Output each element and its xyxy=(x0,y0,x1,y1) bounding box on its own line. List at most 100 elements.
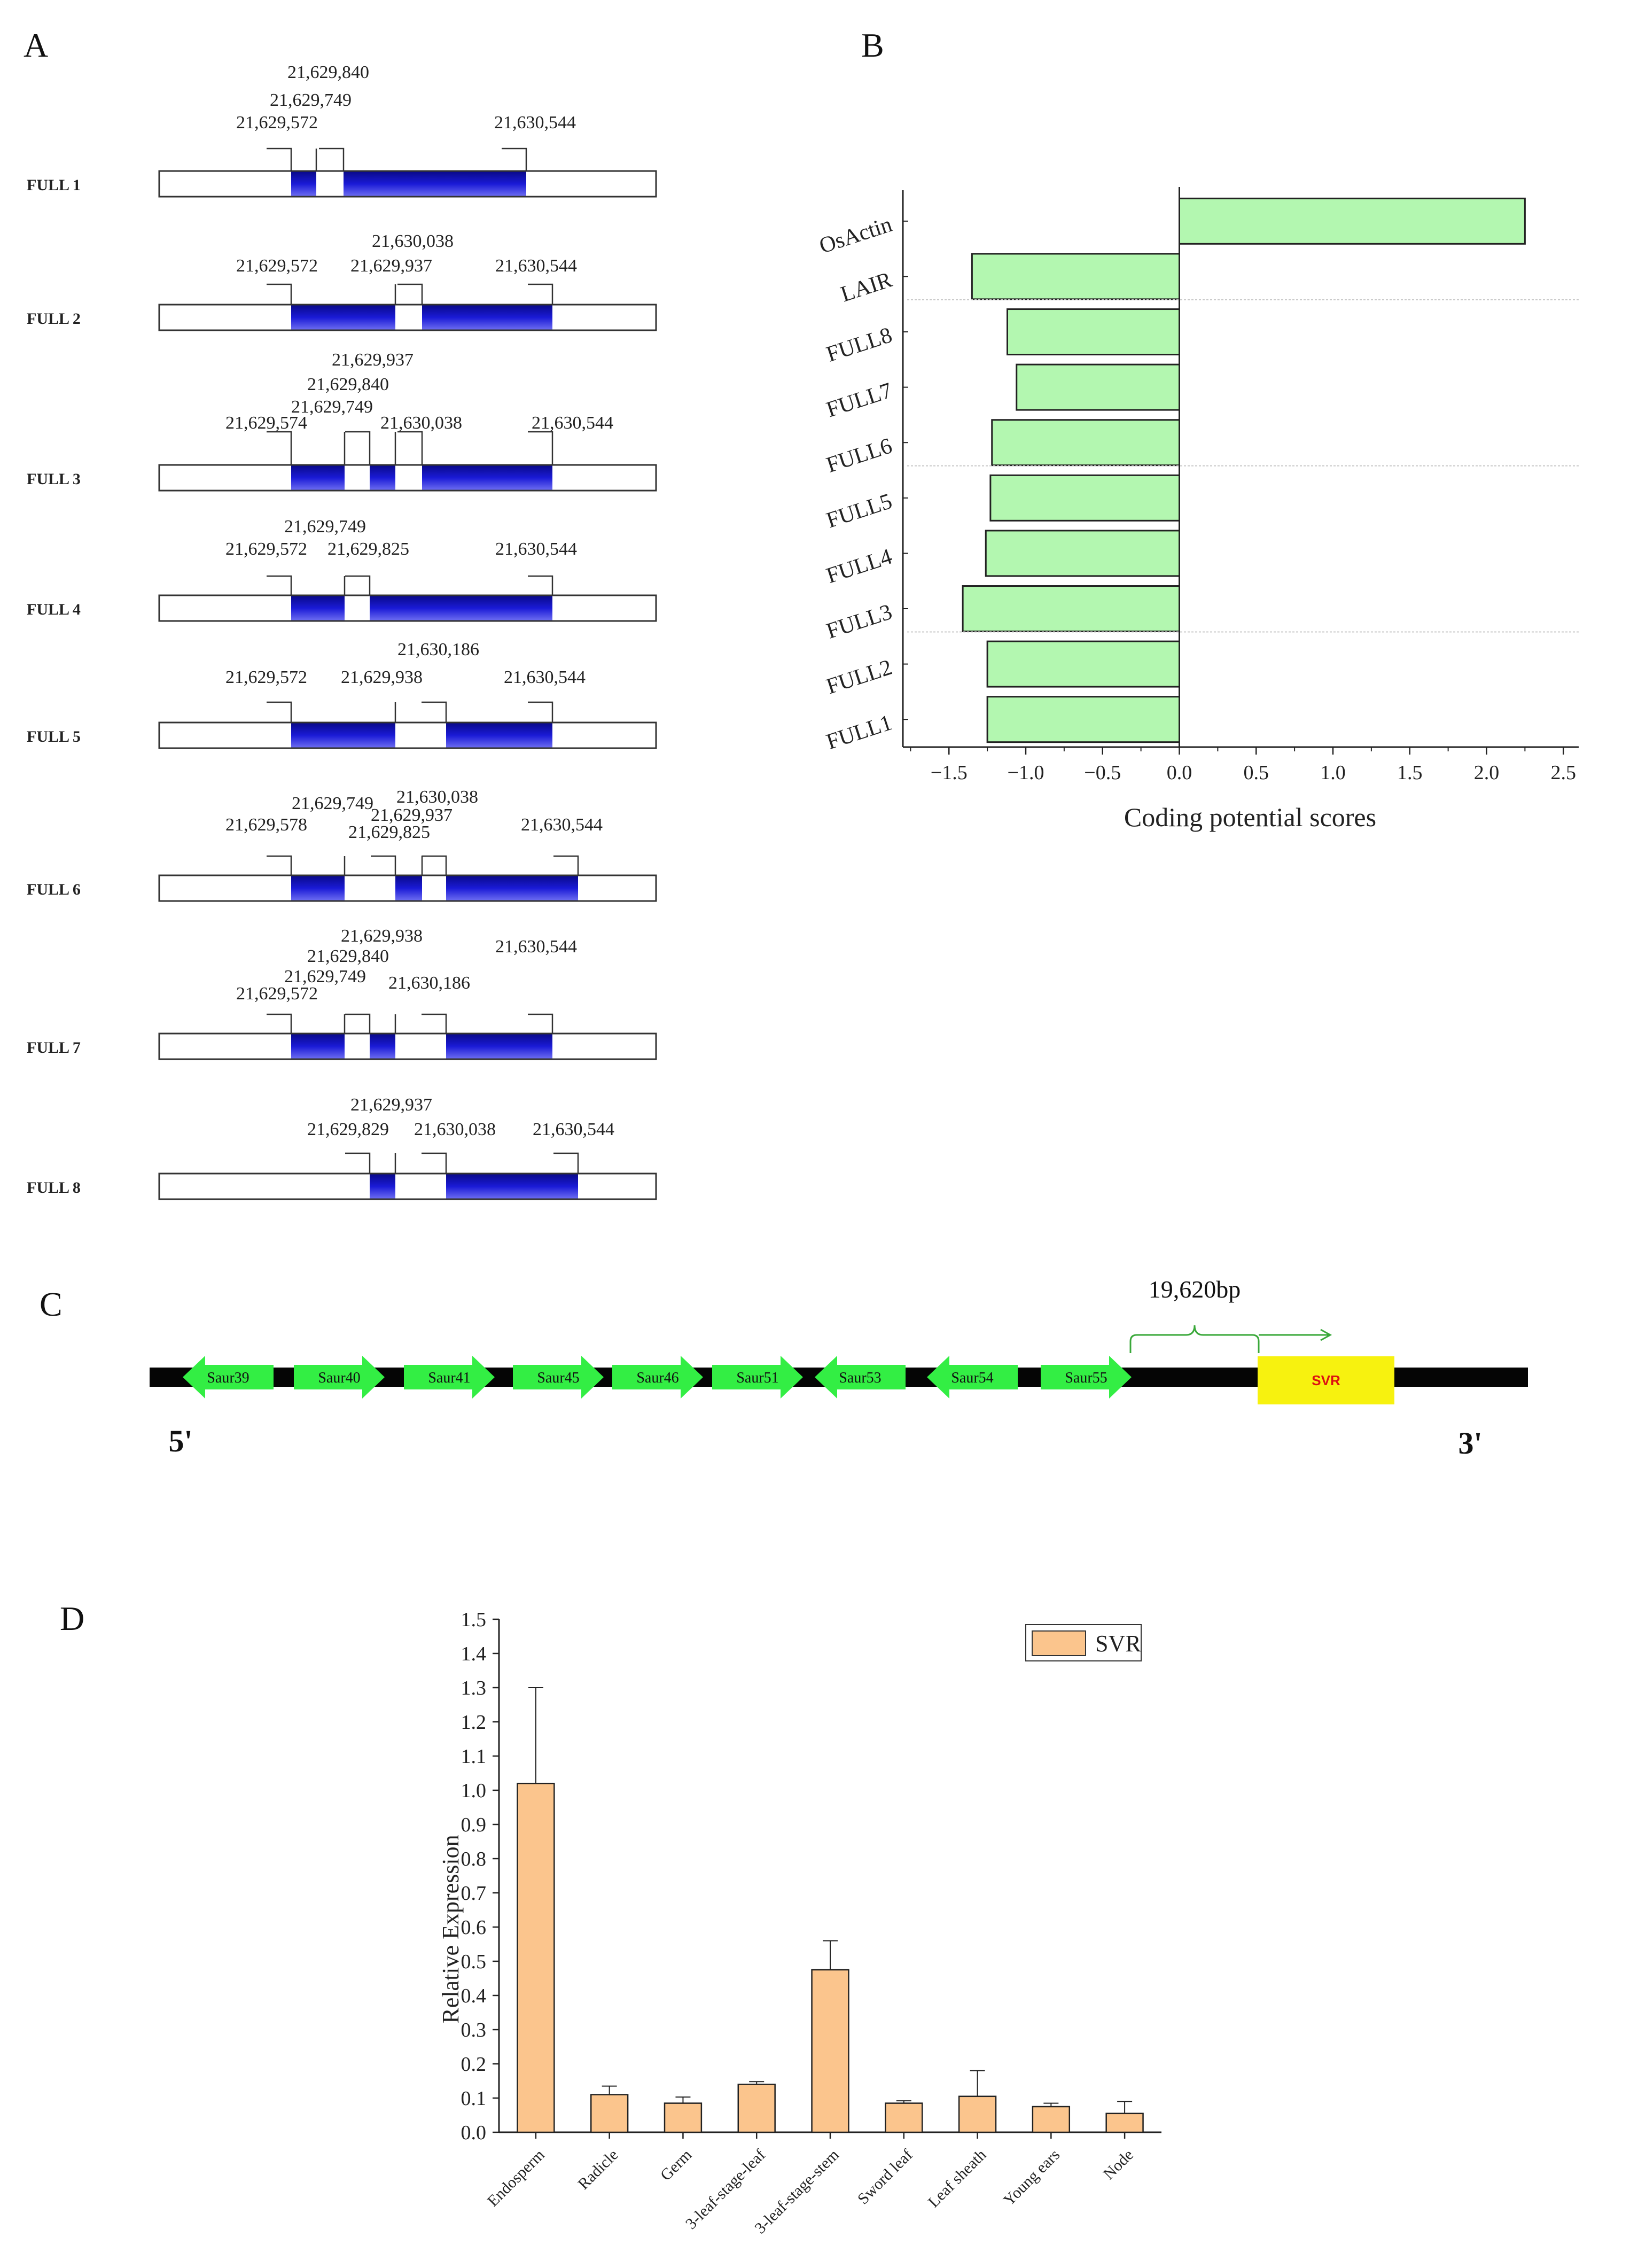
position-label: 21,629,749 xyxy=(284,967,366,987)
distance-bracket xyxy=(1129,1325,1260,1353)
exon-block xyxy=(446,1034,552,1059)
position-label: 21,630,544 xyxy=(494,113,576,133)
y-tick-label: 0.0 xyxy=(461,2122,487,2144)
position-label: 21,630,186 xyxy=(388,973,470,993)
gene-label: Saur54 xyxy=(951,1370,993,1386)
transcript-2: FULL 2 21,630,038 21,629,572 21,629,937 21,6… xyxy=(27,231,657,331)
cp-category-label: OsActin xyxy=(816,212,895,259)
position-label: 21,629,572 xyxy=(236,256,318,276)
position-bracket xyxy=(267,575,346,595)
gene-arrow xyxy=(1041,1356,1132,1399)
position-bracket xyxy=(319,147,527,171)
position-label: 21,629,825 xyxy=(348,822,430,842)
exon-block xyxy=(446,876,578,900)
position-label: 21,629,938 xyxy=(341,667,423,687)
panel-label-c: C xyxy=(40,1285,63,1323)
exon-block xyxy=(291,305,395,330)
category-label: Young ears xyxy=(1000,2146,1063,2209)
position-label: 21,629,578 xyxy=(225,815,307,835)
gene-saur41: Saur41 xyxy=(404,1356,495,1399)
gene-label: Saur40 xyxy=(318,1370,360,1386)
expression-bar-group xyxy=(590,2085,629,2133)
category-label: Germ xyxy=(657,2146,696,2185)
transcript-backbone xyxy=(158,304,657,331)
transcript-name: FULL 8 xyxy=(27,1179,81,1197)
exon-block xyxy=(344,172,526,196)
position-label: 21,629,749 xyxy=(270,90,352,110)
cp-category-label: FULL2 xyxy=(823,655,895,700)
gene-saur53: Saur53 xyxy=(815,1356,906,1399)
y-tick-label: 0.3 xyxy=(461,2019,487,2041)
position-label: 21,630,544 xyxy=(495,937,577,957)
y-axis-label: Relative Expression xyxy=(438,1835,464,2023)
svr-gene-label: SVR xyxy=(1312,1372,1340,1388)
position-label: 21,629,937 xyxy=(371,805,453,825)
x-axis-label: Coding potential scores xyxy=(1124,802,1376,832)
svr-gene-box xyxy=(1258,1356,1394,1404)
cp-bar-osactin xyxy=(1179,197,1526,245)
y-tick-label: 0.5 xyxy=(461,1951,487,1973)
distance-label: 19,620bp xyxy=(1149,1276,1241,1303)
five-prime-label: 5' xyxy=(168,1424,192,1458)
position-label: 21,630,544 xyxy=(533,1120,614,1139)
position-bracket xyxy=(267,1013,346,1034)
position-label: 21,629,749 xyxy=(291,397,373,417)
expression-bar-group xyxy=(737,2081,776,2133)
transcript-name: FULL 7 xyxy=(27,1039,81,1057)
cp-category-label: FULL5 xyxy=(823,489,895,533)
transcript-name: FULL 5 xyxy=(27,728,81,745)
position-label: 21,629,572 xyxy=(236,113,318,133)
transcript-name: FULL 1 xyxy=(27,176,81,194)
expression-bar-group xyxy=(517,1687,555,2133)
position-bracket xyxy=(345,431,396,465)
position-label: 21,629,749 xyxy=(284,517,366,537)
transcript-1: FULL 1 21,629,840 21,629,749 21,629,572 21,6… xyxy=(27,63,657,198)
position-label: 21,629,937 xyxy=(350,1095,432,1115)
gene-arrow xyxy=(294,1356,385,1399)
expression-bar xyxy=(517,1782,555,2133)
expression-bar-group xyxy=(958,2070,997,2133)
transcript-name: FULL 6 xyxy=(27,881,81,898)
exon-block xyxy=(446,1174,578,1199)
position-label: 21,629,937 xyxy=(332,350,414,370)
x-tick-label: 1.5 xyxy=(1397,762,1423,784)
position-label: 21,629,749 xyxy=(292,794,373,813)
expression-bar-group xyxy=(885,2100,923,2133)
position-bracket xyxy=(422,1152,579,1174)
position-bracket xyxy=(422,1013,553,1034)
transcript-backbone xyxy=(158,721,657,749)
position-label: 21,629,825 xyxy=(327,539,409,559)
position-bracket xyxy=(397,283,553,305)
transcript-backbone xyxy=(158,464,657,492)
cp-bar-full6 xyxy=(991,419,1180,467)
exon-block xyxy=(446,723,552,748)
x-tick-label: 2.0 xyxy=(1474,762,1500,784)
expression-bar xyxy=(885,2102,923,2133)
panel-label-b: B xyxy=(861,26,884,64)
panel-label-d: D xyxy=(60,1599,85,1637)
position-bracket xyxy=(422,701,553,723)
position-label: 21,630,038 xyxy=(396,787,478,807)
y-tick-label: 0.8 xyxy=(461,1848,487,1870)
position-bracket xyxy=(267,431,346,465)
y-tick-label: 1.1 xyxy=(461,1745,487,1768)
gene-saur54: Saur54 xyxy=(927,1356,1018,1399)
y-tick-label: 1.0 xyxy=(461,1780,487,1802)
position-label: 21,629,572 xyxy=(225,539,307,559)
expression-bar-group xyxy=(1105,2101,1144,2133)
gene-saur51: Saur51 xyxy=(712,1356,803,1399)
y-tick-label: 1.4 xyxy=(461,1643,487,1665)
three-prime-label: 3' xyxy=(1458,1426,1482,1461)
gene-label: Saur41 xyxy=(428,1370,470,1386)
gene-label: Saur46 xyxy=(636,1370,678,1386)
gene-label: Saur39 xyxy=(207,1370,249,1386)
category-label: Sword leaf xyxy=(854,2146,916,2208)
expression-bar xyxy=(1105,2112,1144,2133)
exon-block xyxy=(291,465,345,490)
gene-arrow xyxy=(513,1356,604,1399)
position-bracket xyxy=(422,855,579,875)
expression-bar-group xyxy=(664,2096,703,2133)
cp-bar-full8 xyxy=(1007,308,1180,355)
gene-arrow xyxy=(183,1356,274,1399)
x-tick-label: −1.5 xyxy=(931,762,968,784)
